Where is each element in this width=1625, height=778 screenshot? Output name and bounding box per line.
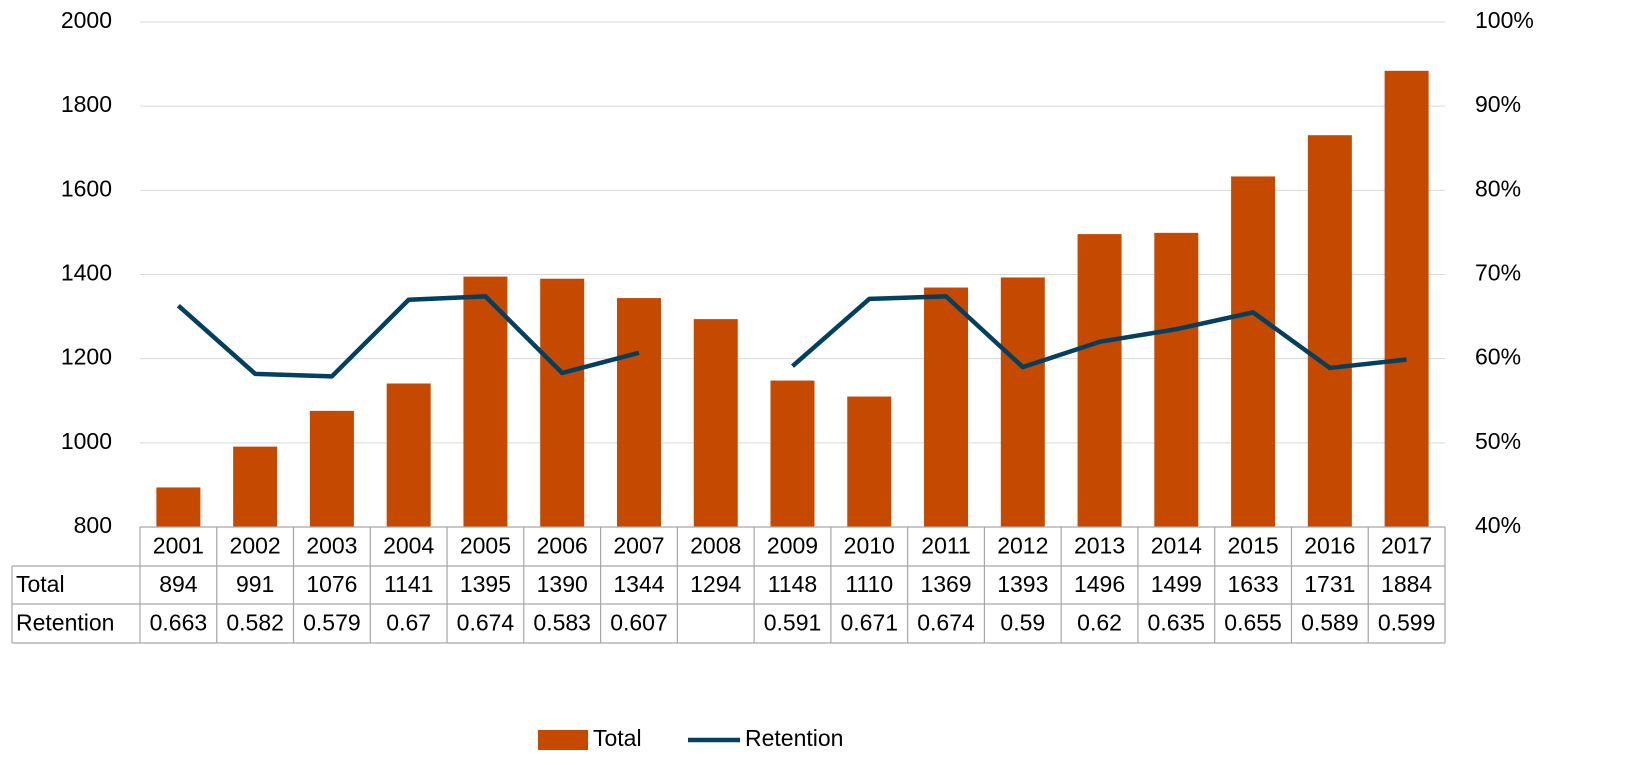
y2-tick-label: 100% <box>1475 7 1534 33</box>
legend-label: Retention <box>745 725 843 751</box>
legend-label: Total <box>593 725 642 751</box>
bar <box>1307 135 1352 527</box>
bar <box>924 287 969 527</box>
x-tick-label: 2001 <box>153 533 204 559</box>
x-tick-label: 2006 <box>537 533 588 559</box>
y-tick-label: 800 <box>74 512 112 538</box>
y2-tick-label: 40% <box>1475 512 1521 538</box>
table-cell: 0.671 <box>840 610 898 636</box>
table-cell: 0.674 <box>457 610 515 636</box>
bar <box>1000 277 1045 527</box>
table-cell: 1148 <box>768 571 817 597</box>
table-cell: 0.607 <box>610 610 668 636</box>
x-tick-label: 2005 <box>460 533 511 559</box>
legend-swatch <box>538 730 588 750</box>
x-tick-label: 2012 <box>997 533 1048 559</box>
x-tick-label: 2007 <box>613 533 664 559</box>
table-cell: 0.655 <box>1224 610 1282 636</box>
table-cell: 0.663 <box>150 610 208 636</box>
y-tick-label: 1800 <box>61 91 112 117</box>
table-cell: 0.599 <box>1378 610 1436 636</box>
bar <box>616 298 661 527</box>
table-cell: 1141 <box>384 571 433 597</box>
table-cell: 1393 <box>997 571 1048 597</box>
table-row-label: Retention <box>16 610 114 636</box>
bar <box>847 396 892 527</box>
bar <box>1154 232 1199 527</box>
table-cell: 1390 <box>537 571 588 597</box>
y2-tick-label: 90% <box>1475 91 1521 117</box>
table-cell: 894 <box>159 571 198 597</box>
bar <box>309 410 354 527</box>
table-cell: 1076 <box>306 571 357 597</box>
table-cell: 0.583 <box>533 610 591 636</box>
table-cell: 1496 <box>1074 571 1125 597</box>
table-cell: 1110 <box>845 571 893 597</box>
y-tick-label: 1000 <box>61 428 112 454</box>
table-cell: 0.674 <box>917 610 975 636</box>
bar <box>1231 176 1276 527</box>
x-tick-label: 2015 <box>1228 533 1279 559</box>
bar <box>540 278 585 527</box>
x-tick-label: 2011 <box>921 533 970 559</box>
table-cell: 1395 <box>460 571 511 597</box>
y-tick-label: 1200 <box>61 344 112 370</box>
table-cell: 1884 <box>1381 571 1432 597</box>
table-cell: 1731 <box>1304 571 1355 597</box>
table-cell: 991 <box>236 571 274 597</box>
y2-tick-label: 60% <box>1475 344 1521 370</box>
x-tick-label: 2008 <box>690 533 741 559</box>
table-cell: 0.589 <box>1301 610 1359 636</box>
bar <box>463 276 508 527</box>
x-tick-label: 2014 <box>1151 533 1202 559</box>
bar <box>1384 70 1429 528</box>
table-cell: 0.579 <box>303 610 361 636</box>
table-cell: 1344 <box>613 571 664 597</box>
x-tick-label: 2009 <box>767 533 818 559</box>
x-tick-label: 2010 <box>844 533 895 559</box>
table-cell: 1633 <box>1228 571 1279 597</box>
x-tick-label: 2004 <box>383 533 434 559</box>
x-tick-label: 2002 <box>230 533 281 559</box>
bar <box>156 487 201 527</box>
x-tick-label: 2016 <box>1304 533 1355 559</box>
table-cell: 1294 <box>690 571 741 597</box>
y-tick-label: 1600 <box>61 175 112 201</box>
table-cell: 0.591 <box>764 610 822 636</box>
x-tick-label: 2013 <box>1074 533 1125 559</box>
bar <box>233 446 278 527</box>
y-tick-label: 1400 <box>61 260 112 286</box>
table-cell: 0.62 <box>1077 610 1122 636</box>
x-tick-label: 2017 <box>1381 533 1432 559</box>
table-cell: 0.59 <box>1000 610 1045 636</box>
table-cell: 0.635 <box>1148 610 1206 636</box>
bar <box>386 383 431 527</box>
table-cell: 1369 <box>920 571 971 597</box>
bar <box>770 380 815 527</box>
table-row-label: Total <box>16 571 65 597</box>
y-tick-label: 2000 <box>61 7 112 33</box>
table-cell: 0.67 <box>386 610 431 636</box>
table-cell: 1499 <box>1151 571 1202 597</box>
bar <box>1077 234 1122 527</box>
y2-tick-label: 70% <box>1475 260 1521 286</box>
x-tick-label: 2003 <box>306 533 357 559</box>
y2-tick-label: 80% <box>1475 175 1521 201</box>
line <box>176 294 1407 379</box>
bar <box>693 319 738 527</box>
table-cell: 0.582 <box>226 610 284 636</box>
y2-tick-label: 50% <box>1475 428 1521 454</box>
